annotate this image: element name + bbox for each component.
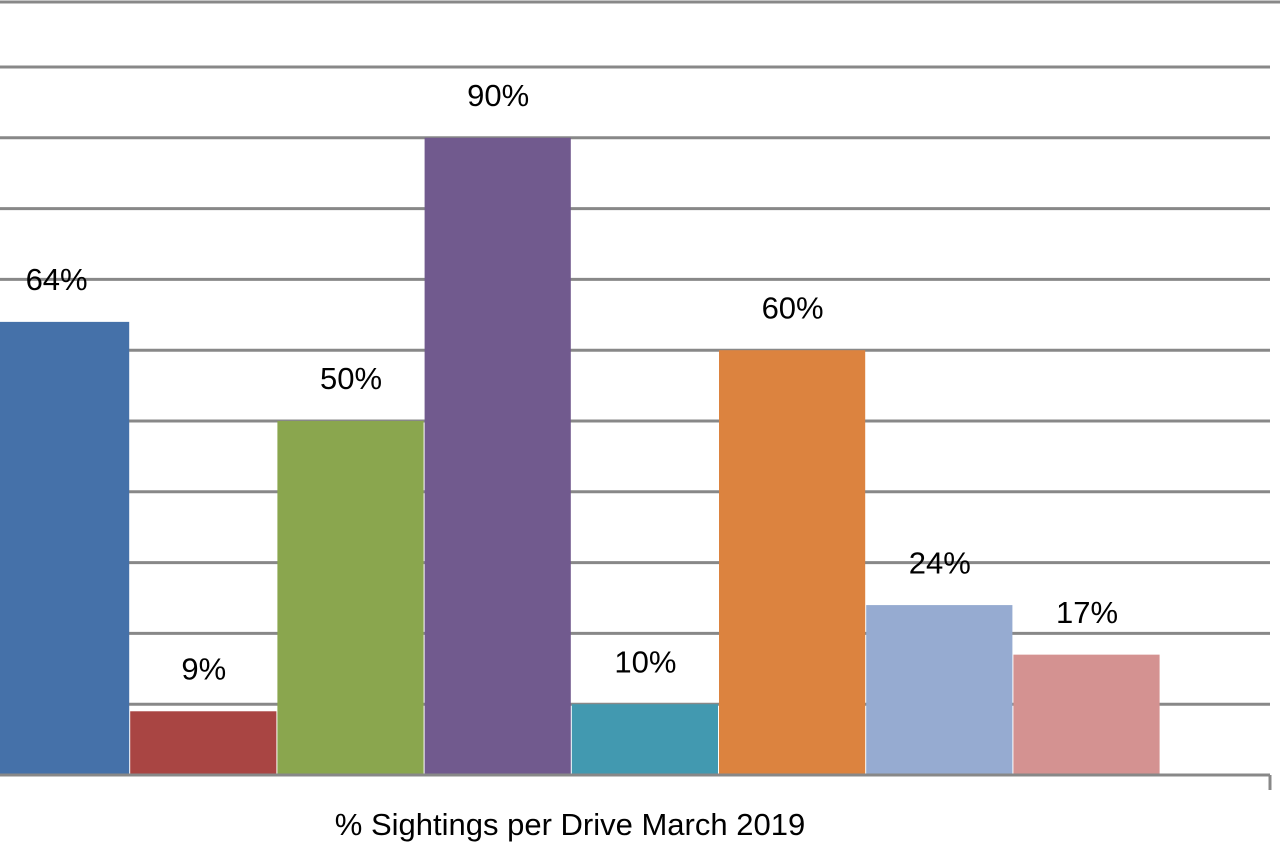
data-label: 17% [1056, 595, 1118, 630]
bar [130, 711, 277, 775]
bar [1013, 654, 1160, 775]
bar [424, 137, 571, 776]
bar [0, 321, 130, 775]
data-label: 90% [467, 78, 529, 113]
data-label: 9% [181, 651, 226, 686]
data-label: 60% [762, 290, 824, 325]
bar [571, 704, 718, 775]
data-label: 50% [320, 361, 382, 396]
bar [866, 605, 1013, 775]
bar [719, 350, 866, 775]
bar [277, 421, 424, 775]
x-axis-label: % Sightings per Drive March 2019 [335, 807, 805, 842]
data-label: 10% [614, 644, 676, 679]
data-label: 24% [909, 545, 971, 580]
data-label: 64% [26, 262, 88, 297]
